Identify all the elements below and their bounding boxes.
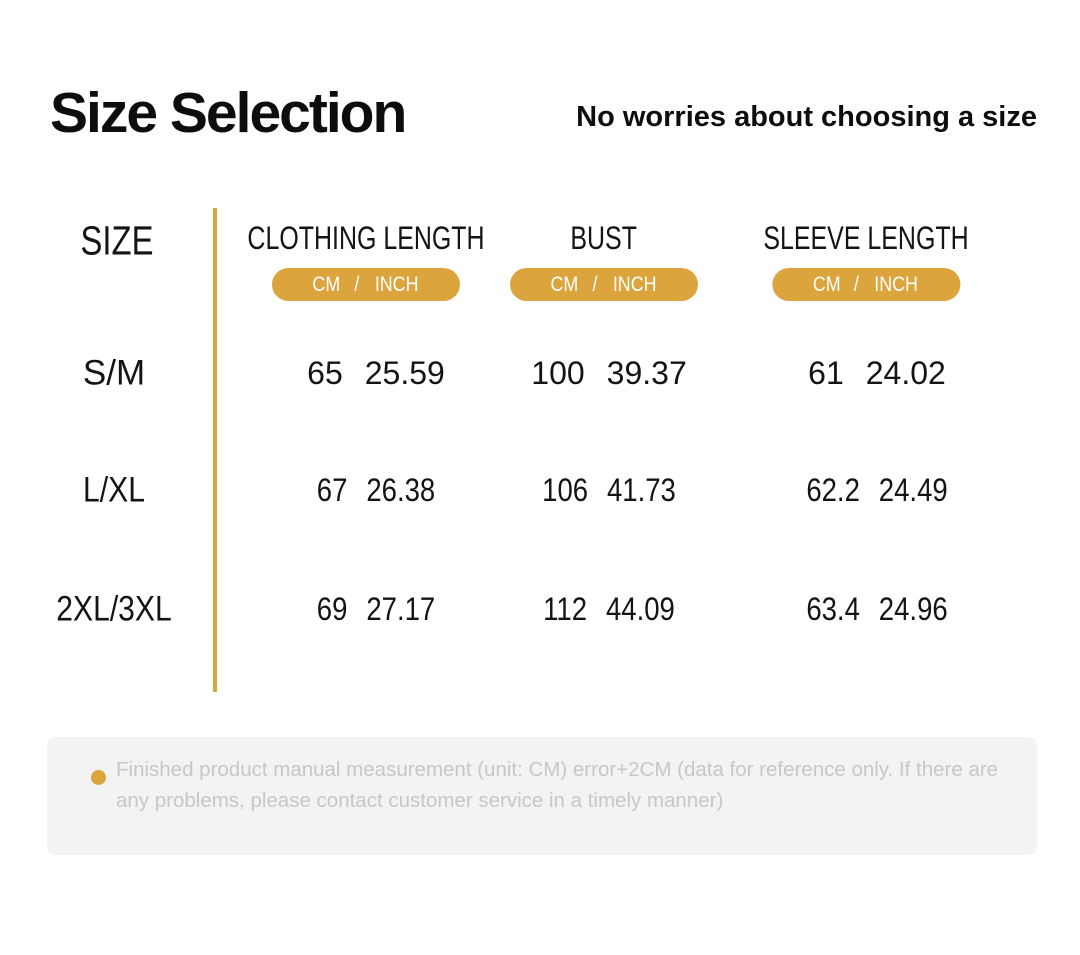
inch-value: 24.02 bbox=[865, 355, 946, 391]
cm-value: 100 bbox=[531, 355, 585, 391]
bullet-icon bbox=[91, 770, 106, 785]
inch-value: 39.37 bbox=[606, 355, 687, 391]
inch-value: 27.17 bbox=[366, 591, 436, 627]
note-text: Finished product manual measurement (uni… bbox=[116, 758, 999, 812]
column-label: SLEEVE LENGTH bbox=[763, 220, 969, 256]
note-box: Finished product manual measurement (uni… bbox=[47, 737, 1037, 855]
unit-cm-label: CM bbox=[550, 273, 579, 296]
cm-value: 69 bbox=[316, 591, 348, 627]
cm-value: 62.2 bbox=[806, 472, 860, 508]
cm-value: 106 bbox=[542, 472, 589, 508]
bust-values: 112 44.09 bbox=[543, 593, 675, 625]
unit-badge: CM / INCH bbox=[771, 268, 960, 301]
bust-values: 106 41.73 bbox=[542, 474, 676, 506]
clothing-length-values: 69 27.17 bbox=[317, 593, 435, 625]
clothing-length-values: 67 26.38 bbox=[317, 474, 435, 506]
row-size-label: L/XL bbox=[83, 470, 145, 510]
inch-value: 25.59 bbox=[364, 355, 445, 391]
unit-cm-label: CM bbox=[312, 273, 341, 296]
cm-value: 61 bbox=[808, 355, 844, 391]
unit-separator: / bbox=[592, 273, 598, 296]
sleeve-length-values: 63.4 24.96 bbox=[806, 593, 947, 625]
unit-cm-label: CM bbox=[812, 273, 841, 296]
unit-inch-label: INCH bbox=[874, 273, 919, 296]
column-label: CLOTHING LENGTH bbox=[247, 220, 485, 256]
inch-value: 24.49 bbox=[878, 472, 948, 508]
inch-value: 41.73 bbox=[606, 472, 676, 508]
clothing-length-values: 65 25.59 bbox=[307, 357, 445, 389]
vertical-divider bbox=[213, 208, 217, 692]
page-title: Size Selection bbox=[50, 81, 407, 145]
row-size-label: S/M bbox=[82, 353, 146, 393]
bust-values: 100 39.37 bbox=[531, 357, 686, 389]
cm-value: 65 bbox=[307, 355, 343, 391]
cm-value: 63.4 bbox=[806, 591, 860, 627]
row-size-label: 2XL/3XL bbox=[56, 589, 172, 629]
cm-value: 67 bbox=[316, 472, 348, 508]
inch-value: 26.38 bbox=[366, 472, 436, 508]
unit-inch-label: INCH bbox=[612, 273, 657, 296]
column-header-sleeve-length: SLEEVE LENGTH CM / INCH bbox=[734, 222, 997, 301]
unit-inch-label: INCH bbox=[374, 273, 419, 296]
cm-value: 112 bbox=[543, 591, 588, 627]
sleeve-length-values: 62.2 24.49 bbox=[806, 474, 947, 506]
page-subtitle: No worries about choosing a size bbox=[576, 101, 1037, 133]
column-header-clothing-length: CLOTHING LENGTH CM / INCH bbox=[214, 222, 518, 301]
inch-value: 24.96 bbox=[878, 591, 948, 627]
unit-separator: / bbox=[854, 273, 860, 296]
inch-value: 44.09 bbox=[605, 591, 675, 627]
unit-badge: CM / INCH bbox=[510, 268, 698, 301]
unit-separator: / bbox=[354, 273, 360, 296]
column-header-bust: BUST CM / INCH bbox=[510, 222, 698, 301]
column-label: BUST bbox=[570, 220, 638, 256]
unit-badge: CM / INCH bbox=[272, 268, 460, 301]
sleeve-length-values: 61 24.02 bbox=[808, 357, 946, 389]
column-header-size: SIZE bbox=[80, 217, 154, 264]
